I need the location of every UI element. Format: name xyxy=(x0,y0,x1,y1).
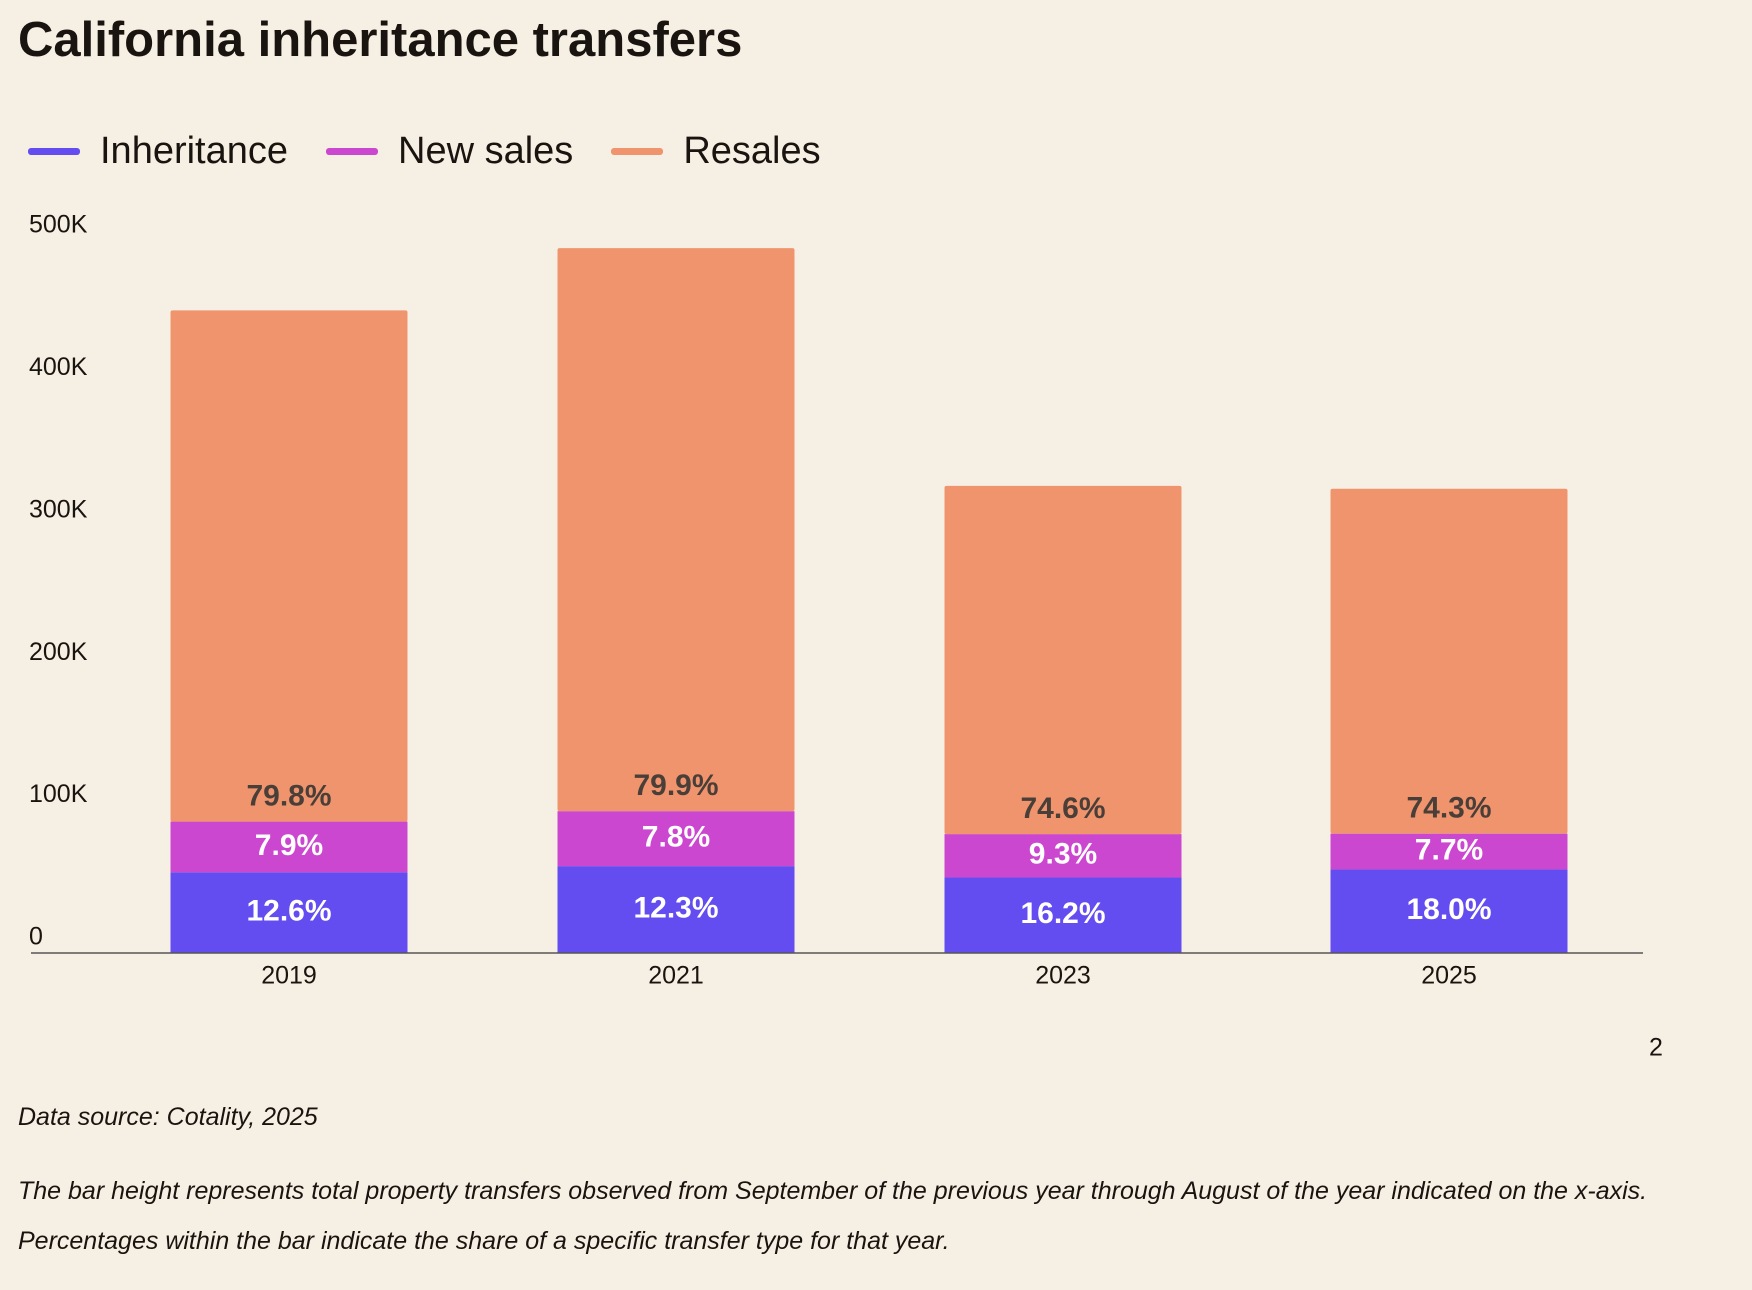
legend: Inheritance New sales Resales xyxy=(28,130,821,173)
legend-item: Inheritance xyxy=(28,130,288,173)
value-label: 12.6% xyxy=(246,895,331,928)
bar-segment xyxy=(944,485,1182,835)
bar-segment xyxy=(1330,488,1568,834)
x-tick-label: 2025 xyxy=(1421,962,1477,990)
legend-swatch xyxy=(326,148,379,155)
value-label: 7.9% xyxy=(255,829,323,862)
bar-segment xyxy=(170,310,408,822)
value-label: 74.6% xyxy=(1020,792,1105,825)
bar-segment xyxy=(170,872,408,953)
bar-segment xyxy=(944,877,1182,953)
bar-segment xyxy=(557,866,795,953)
x-tick-label: 2023 xyxy=(1035,962,1091,990)
value-label: 79.9% xyxy=(633,769,718,802)
bar-segment xyxy=(557,811,795,867)
legend-item: Resales xyxy=(611,130,821,173)
value-label: 18.0% xyxy=(1406,893,1491,926)
y-tick-label: 500K xyxy=(29,211,88,239)
y-tick-label: 200K xyxy=(29,638,88,666)
value-label: 74.3% xyxy=(1406,792,1491,825)
y-tick-label: 100K xyxy=(29,780,88,808)
legend-swatch xyxy=(28,148,80,155)
bar-segment xyxy=(557,248,795,812)
value-label: 9.3% xyxy=(1029,838,1097,871)
y-tick-label: 0 xyxy=(29,923,43,951)
value-label: 12.3% xyxy=(633,891,718,924)
x-tick-label: 2019 xyxy=(261,962,317,990)
bar-segment xyxy=(1330,833,1568,870)
bar-segment xyxy=(944,834,1182,878)
footnote: The bar height represents total property… xyxy=(18,1177,1648,1255)
value-label: 16.2% xyxy=(1020,897,1105,930)
bar-segment xyxy=(1330,869,1568,953)
page-number: 2 xyxy=(1649,1034,1663,1062)
source-note: Data source: Cotality, 2025 xyxy=(18,1103,318,1131)
x-tick-label: 2021 xyxy=(648,962,704,990)
legend-label: Inheritance xyxy=(100,130,289,172)
y-tick-label: 300K xyxy=(29,495,88,523)
bar-segment xyxy=(170,821,408,873)
legend-item: New sales xyxy=(326,130,573,173)
chart-title: California inheritance transfers xyxy=(18,13,743,67)
legend-label: Resales xyxy=(683,130,821,172)
value-label: 7.8% xyxy=(642,821,710,854)
y-tick-label: 400K xyxy=(29,353,88,381)
legend-swatch xyxy=(611,148,664,155)
value-label: 79.8% xyxy=(246,779,331,812)
legend-label: New sales xyxy=(398,130,574,172)
value-label: 7.7% xyxy=(1415,833,1483,866)
